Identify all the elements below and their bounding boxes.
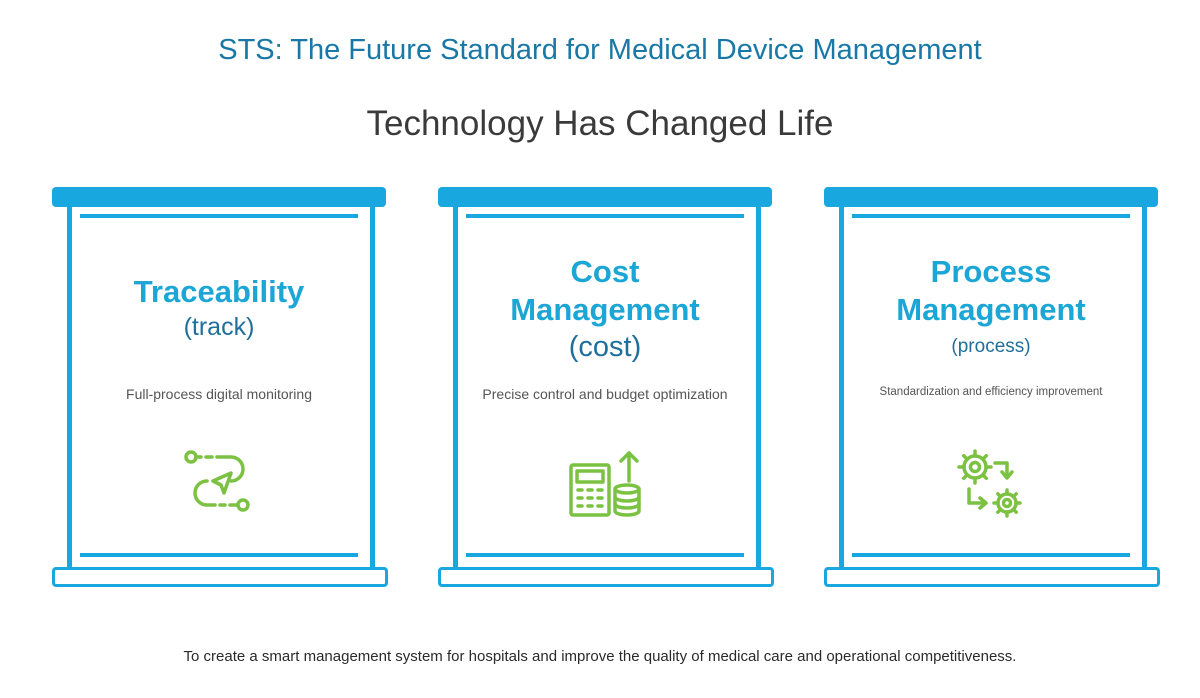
card-subheading: (track) bbox=[183, 313, 255, 341]
card-description: Precise control and budget optimization bbox=[482, 386, 728, 402]
scroll-inner-top-line bbox=[852, 214, 1130, 218]
scroll-bottom-bar bbox=[52, 567, 388, 587]
card-process-management: Process Management (process) Standardiza… bbox=[824, 187, 1160, 587]
subtitle: Technology Has Changed Life bbox=[366, 104, 834, 143]
card-traceability: Traceability (track) Full-process digita… bbox=[52, 187, 388, 587]
scroll-inner-top-line bbox=[80, 214, 358, 218]
card-description: Standardization and efficiency improveme… bbox=[879, 386, 1103, 398]
scroll-bottom-bar bbox=[824, 567, 1160, 587]
scroll-bottom-bar bbox=[438, 567, 774, 587]
scroll-top-bar bbox=[824, 187, 1158, 207]
footer-text: To create a smart management system for … bbox=[183, 648, 1017, 665]
scroll-panel bbox=[453, 207, 761, 567]
calculator-coins-icon bbox=[569, 451, 641, 517]
gears-process-icon bbox=[957, 449, 1022, 518]
route-arrow-icon bbox=[184, 450, 250, 512]
card-subheading: (process) bbox=[951, 336, 1031, 357]
card-heading-line-1: Process bbox=[930, 254, 1052, 289]
card-cost-management: Cost Management (cost) Precise control a… bbox=[438, 187, 774, 587]
card-heading-line-2: Management bbox=[510, 292, 700, 327]
card-heading: Traceability bbox=[133, 274, 305, 309]
card-heading-line-2: Management bbox=[896, 292, 1086, 327]
scroll-top-bar bbox=[52, 187, 386, 207]
card-description: Full-process digital monitoring bbox=[126, 386, 312, 402]
scroll-inner-top-line bbox=[466, 214, 744, 218]
scroll-panel bbox=[67, 207, 375, 567]
scroll-inner-bottom-line bbox=[80, 553, 358, 557]
scroll-inner-bottom-line bbox=[852, 553, 1130, 557]
page-title: STS: The Future Standard for Medical Dev… bbox=[218, 34, 982, 66]
scroll-inner-bottom-line bbox=[466, 553, 744, 557]
card-subheading: (cost) bbox=[568, 331, 642, 363]
scroll-top-bar bbox=[438, 187, 772, 207]
scroll-panel bbox=[839, 207, 1147, 567]
card-heading-line-1: Cost bbox=[570, 254, 640, 289]
